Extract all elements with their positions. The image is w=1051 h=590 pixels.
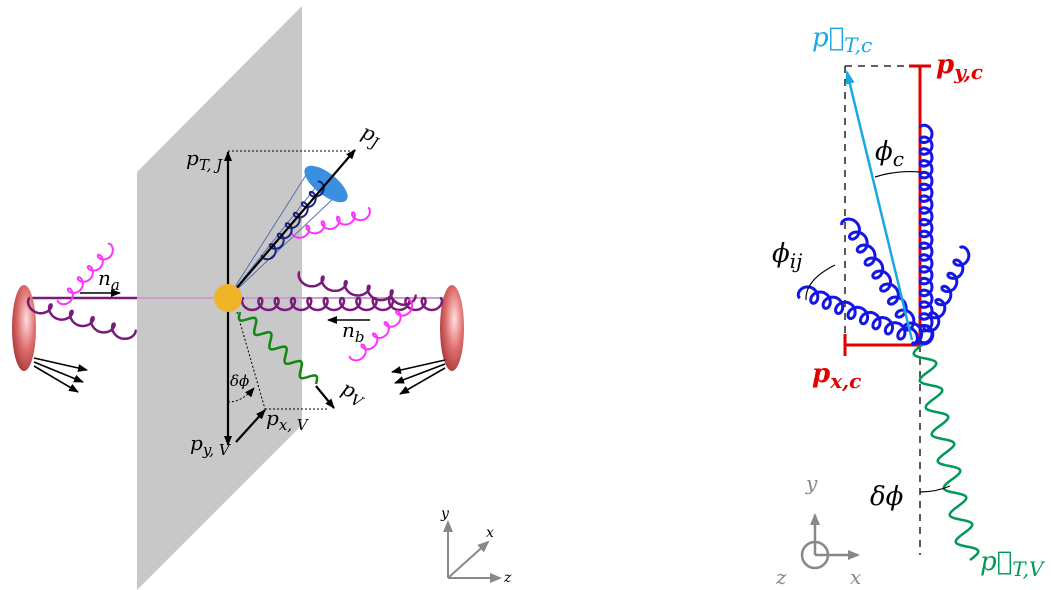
arrow-p-j: [227, 149, 356, 299]
label-p-xv: px, V: [266, 406, 310, 434]
label-p-tj: pT, J: [186, 146, 223, 174]
label-delta-phi-left: δϕ: [230, 372, 249, 390]
label-p-xc: px,c: [812, 359, 861, 393]
gluon-coil: [290, 207, 372, 239]
proton-left-remnants: [33, 357, 88, 393]
angle-arcs: [805, 170, 951, 493]
axis-left-x: x: [486, 525, 494, 541]
dashed-guides: [844, 65, 921, 555]
arc-phi-ij: [805, 264, 836, 301]
gluon-coil: [240, 296, 444, 312]
axis-right-x: x: [850, 565, 861, 589]
label-p-yv: py, V: [190, 431, 232, 459]
gluon-coil: [348, 298, 414, 362]
red-components: [843, 64, 931, 356]
axes-left: y x z: [440, 506, 512, 586]
projection-lines: [228, 150, 356, 410]
arrow-p-v: [315, 385, 335, 409]
proton-right-remnants: [391, 359, 446, 395]
proton-left: [12, 285, 36, 371]
gluon-coil: [297, 270, 417, 306]
axis-left-y: y: [440, 506, 450, 522]
label-p-yc: py,c: [936, 50, 983, 84]
momentum-arrows: [80, 149, 370, 446]
label-p-tv: p⃗T,V: [980, 547, 1046, 581]
arc-delta-phi-right: [919, 485, 951, 493]
label-n-a: na: [98, 266, 120, 294]
label-n-b: nb: [342, 318, 365, 346]
axis-right-y: y: [805, 471, 818, 495]
gluon-radiation-right: [796, 123, 971, 346]
label-p-tc: p⃗T,c: [812, 23, 872, 57]
hard-vertex: [214, 284, 242, 312]
arc-phi-c: [874, 170, 921, 178]
axis-left-z: z: [503, 570, 512, 586]
proton-right: [440, 285, 464, 371]
label-phi-ij: ϕij: [772, 239, 802, 273]
right-panel: p⃗T,c py,c ϕc ϕij px,c δϕ p⃗T,V y x z: [772, 23, 1046, 589]
vector-boson-wavy-right: [912, 343, 980, 562]
arrow-p-xv: [235, 409, 266, 443]
vector-boson-wavy: [237, 311, 319, 385]
gluon-coil: [916, 245, 971, 346]
gluon-coil: [26, 296, 137, 341]
axes-right: y x z: [775, 471, 861, 589]
gluon-radiation-left: [26, 180, 444, 362]
label-p-v: pV: [336, 376, 371, 412]
label-phi-c: ϕc: [875, 137, 904, 171]
vector-p-tc: [844, 70, 914, 341]
label-p-j: pJ: [357, 119, 386, 152]
left-panel: pT, J pJ na nb pV δϕ px, V py, V y x z: [12, 6, 512, 590]
gluon-coil: [56, 242, 114, 306]
axis-right-z: z: [775, 565, 787, 589]
gluon-coil: [918, 123, 934, 345]
label-delta-phi-right: δϕ: [870, 482, 904, 512]
gluon-coil: [796, 285, 919, 346]
gluon-coil: [840, 217, 924, 345]
